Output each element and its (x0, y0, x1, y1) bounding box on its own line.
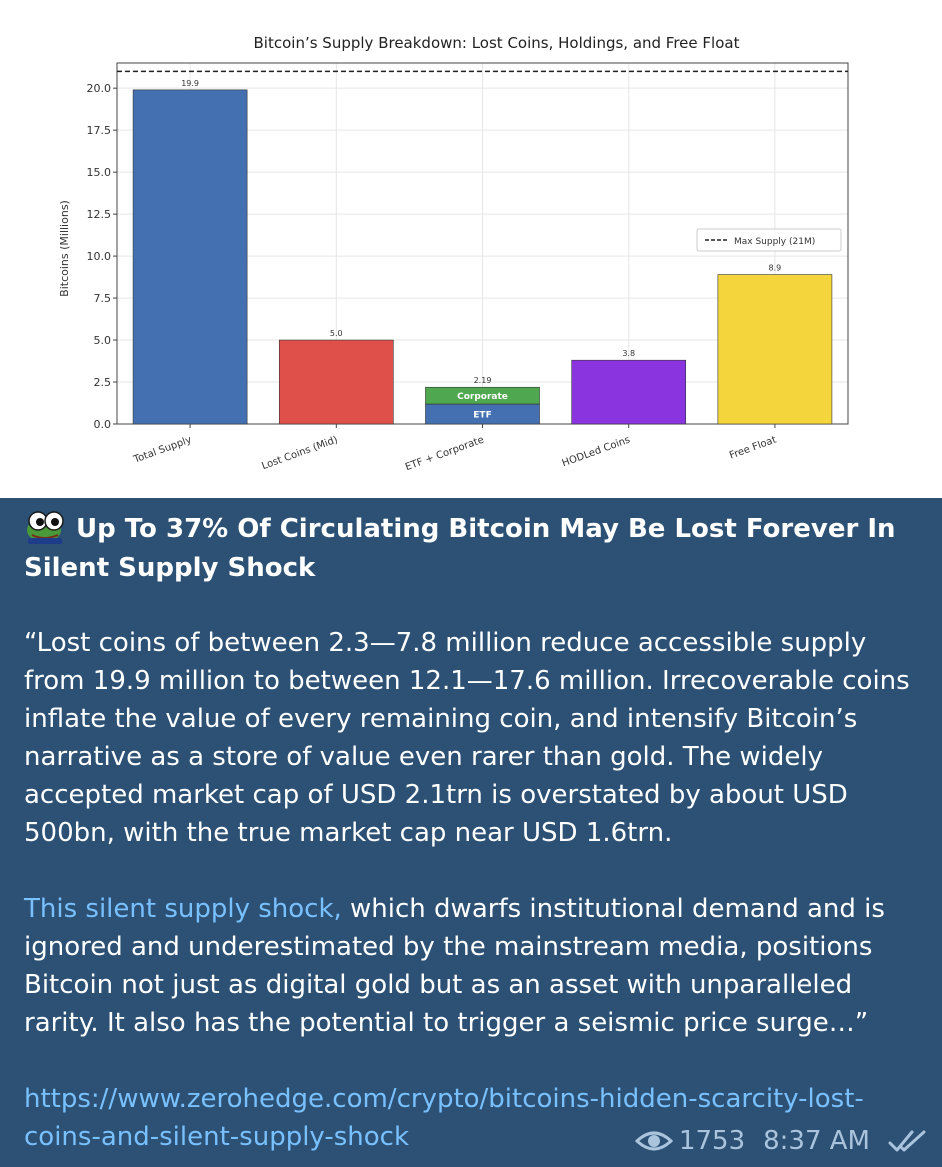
x-tick-label: HODLed Coins (561, 434, 632, 469)
legend-box (696, 228, 842, 252)
bar (571, 359, 687, 425)
message-bubble: Up To 37% Of Circulating Bitcoin May Be … (0, 498, 942, 1167)
y-tick-label: 2.5 (94, 376, 112, 389)
x-tick-label: Lost Coins (Mid) (260, 434, 339, 472)
y-tick-label: 17.5 (87, 124, 112, 137)
message-paragraph-1: “Lost coins of between 2.3—7.8 million r… (24, 628, 910, 848)
bar-value-label: 19.9 (181, 79, 199, 88)
bar (132, 89, 248, 425)
message-paragraph-2: This silent supply shock, which dwarfs i… (24, 890, 924, 1042)
bar (278, 339, 394, 425)
x-tick-label: Free Float (728, 434, 778, 461)
chart-title: Bitcoin’s Supply Breakdown: Lost Coins, … (254, 34, 740, 52)
legend-label: Max Supply (21M) (734, 237, 815, 247)
frog-avatar-icon (27, 510, 64, 544)
y-axis-label: Bitcoins (Millions) (58, 200, 71, 297)
double-check-icon (888, 1130, 926, 1152)
message-title: Up To 37% Of Circulating Bitcoin May Be … (24, 514, 896, 583)
inline-link[interactable]: This silent supply shock, (24, 894, 342, 924)
bar-value-label: 8.9 (769, 264, 782, 273)
segment-label: ETF (473, 411, 491, 421)
y-tick-label: 12.5 (87, 208, 112, 221)
y-tick-label: 7.5 (94, 292, 112, 305)
chart-image[interactable]: 19.9 Total Supply 5.0 Lost Coins (Mid) ETF Co… (0, 0, 942, 498)
supply-bar-chart: 19.9 Total Supply 5.0 Lost Coins (Mid) ETF Co… (58, 34, 849, 473)
y-tick-label: 5.0 (94, 334, 112, 347)
article-url[interactable]: https://www.zerohedge.com/crypto/bitcoin… (24, 1084, 864, 1152)
bar (717, 274, 833, 425)
message-title-row: Up To 37% Of Circulating Bitcoin May Be … (24, 510, 924, 588)
y-tick-label: 10.0 (87, 250, 112, 263)
y-tick-label: 15.0 (87, 166, 112, 179)
paragraph-2-text: which dwarfs institutional demand and is… (24, 894, 885, 1038)
view-count: 1753 (678, 1126, 746, 1156)
y-tick-label: 20.0 (87, 82, 112, 95)
x-tick-label: Total Supply (131, 434, 193, 465)
bar-value-label: 2.19 (474, 376, 492, 385)
y-tick-label: 0.0 (94, 418, 112, 431)
bar-value-label: 5.0 (330, 329, 343, 338)
message-time: 8:37 AM (763, 1126, 870, 1156)
bar-value-label: 3.8 (622, 349, 635, 358)
segment-label: Corporate (457, 392, 508, 402)
bar-segment-corporate (425, 386, 540, 405)
x-tick-label: ETF + Corporate (404, 434, 486, 473)
article-url-link[interactable]: https://www.zerohedge.com/crypto/bitcoin… (24, 1080, 924, 1156)
eye-icon (634, 1131, 673, 1151)
message-meta: 1753 8:37 AM (634, 1126, 928, 1156)
